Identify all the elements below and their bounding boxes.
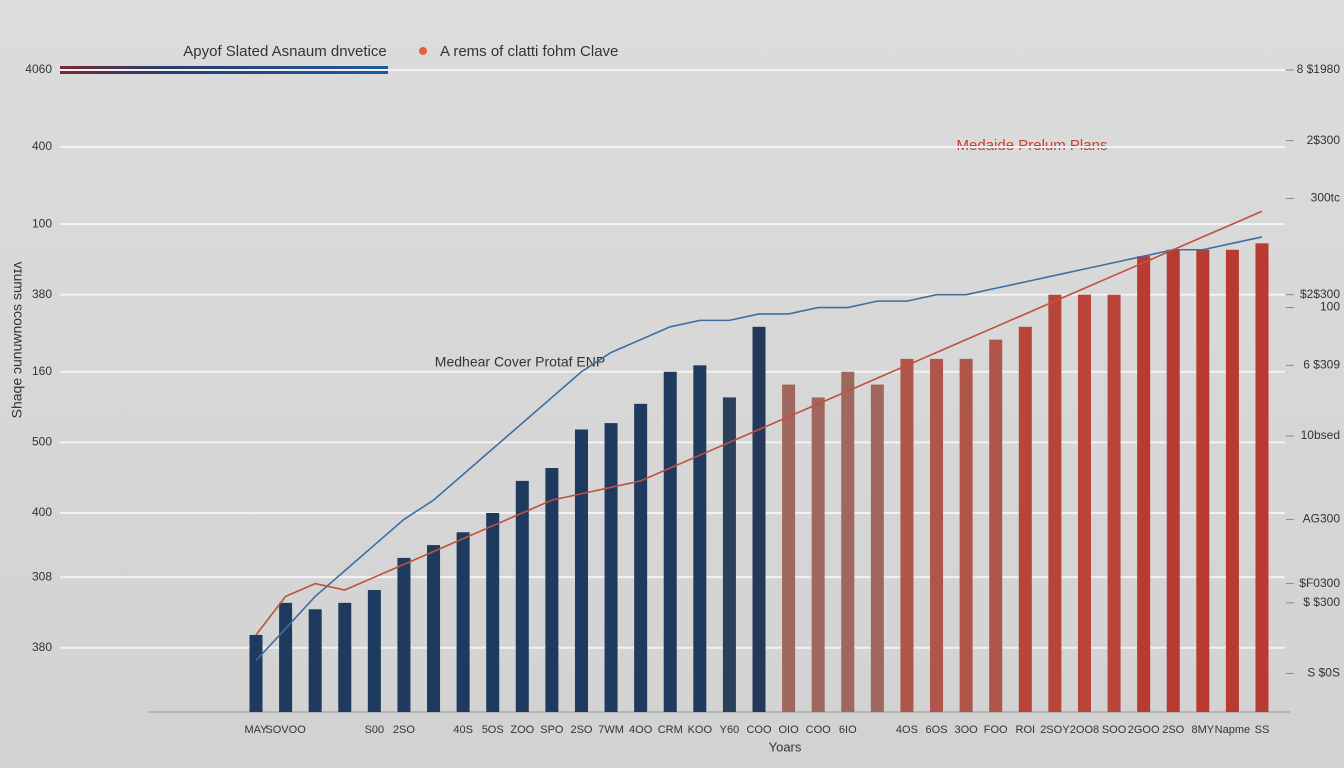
y-tick-label: 160: [32, 364, 52, 378]
y-tick-label: 4060: [25, 62, 52, 76]
y2-tick-label: 100: [1320, 300, 1340, 314]
x-tick-label: OIO: [779, 724, 800, 736]
y2-tick-label: $F0300: [1299, 576, 1340, 590]
y2-tick-label: S $0S: [1307, 666, 1340, 680]
x-tick-label: 6OS: [926, 724, 948, 736]
x-tick-label: 2OO8: [1070, 724, 1099, 736]
x-tick-label: 2SO: [1162, 724, 1184, 736]
x-tick-label: 2SO: [570, 724, 592, 736]
bar: [634, 403, 648, 712]
bar: [1077, 294, 1091, 712]
bar: [1225, 249, 1239, 712]
legend-label: A rems of clatti fohm Clave: [440, 43, 618, 60]
legend-dot: [419, 47, 427, 55]
x-tick-label: ZOO: [510, 724, 534, 736]
line: [255, 236, 1263, 662]
y2-tick-label: 2$300: [1307, 133, 1341, 147]
bar: [841, 371, 855, 712]
y-tick-label: 100: [32, 216, 52, 230]
bar: [456, 532, 470, 712]
x-tick-label: ROI: [1016, 724, 1036, 736]
bar: [604, 423, 618, 712]
bar: [1196, 249, 1210, 712]
bar: [367, 590, 381, 712]
bar: [279, 602, 293, 712]
bar: [989, 339, 1003, 712]
bar: [1137, 256, 1151, 712]
x-tick-label: 2GOO: [1128, 724, 1160, 736]
x-tick-label: 3OO: [955, 724, 979, 736]
x-tick-label: 7WM: [598, 724, 624, 736]
y-tick-label: 308: [32, 569, 52, 583]
bar: [959, 358, 973, 712]
bar: [308, 609, 322, 712]
x-tick-label: FOO: [984, 724, 1008, 736]
x-tick-label: Y60: [720, 724, 740, 736]
bar: [693, 365, 707, 712]
bar: [752, 326, 766, 712]
bar: [515, 480, 529, 712]
bar: [1166, 249, 1180, 712]
bar: [486, 512, 500, 712]
x-tick-label: 5OS: [482, 724, 504, 736]
bar: [249, 634, 263, 712]
bar: [1018, 326, 1032, 712]
x-tick-label: SOVOO: [265, 724, 306, 736]
y2-tick-label: 10bsed: [1301, 428, 1340, 442]
bar: [1048, 294, 1062, 712]
bar: [811, 397, 825, 712]
bar: [397, 557, 411, 712]
bar: [782, 384, 796, 712]
bar: [930, 358, 944, 712]
x-tick-label: Napme: [1215, 724, 1250, 736]
annotation: Medaide Prelum Plans: [957, 137, 1108, 154]
annotation: Medhear Cover Protaf ENP: [435, 354, 605, 370]
y2-tick-label: 8 $1980: [1297, 62, 1341, 76]
x-tick-label: 4OO: [629, 724, 653, 736]
bar: [1255, 243, 1269, 712]
x-tick-label: SS: [1255, 724, 1270, 736]
x-tick-label: 4OS: [896, 724, 918, 736]
bar: [663, 371, 677, 712]
x-tick-label: 40S: [453, 724, 473, 736]
chart-title: Apyof Slated Asnaum dnvetice: [183, 43, 386, 60]
y2-tick-label: $2$300: [1300, 287, 1340, 301]
x-tick-label: SOO: [1102, 724, 1127, 736]
x-tick-label: 6IO: [839, 724, 857, 736]
y2-tick-label: AG300: [1303, 512, 1341, 526]
y2-tick-label: 300tc: [1311, 191, 1340, 205]
bar: [900, 358, 914, 712]
x-axis-label: Yoars: [769, 739, 802, 754]
bar: [574, 429, 588, 712]
y-tick-label: 400: [32, 505, 52, 519]
x-tick-label: COO: [746, 724, 772, 736]
y2-tick-label: $ $300: [1303, 595, 1340, 609]
x-tick-label: MAY: [244, 724, 268, 736]
bar: [722, 397, 736, 712]
bar: [870, 384, 884, 712]
y-tick-label: 400: [32, 139, 52, 153]
x-tick-label: COO: [806, 724, 832, 736]
x-tick-label: SPO: [540, 724, 564, 736]
bar: [1107, 294, 1121, 712]
x-tick-label: KOO: [688, 724, 713, 736]
y-tick-label: 380: [32, 287, 52, 301]
y-axis-label: Shaqe ɔunuwnoɔs sɯnɪʌ: [9, 262, 25, 419]
bar: [427, 545, 441, 712]
bar: [545, 468, 559, 712]
bar: [338, 602, 352, 712]
x-tick-label: 2SO: [393, 724, 415, 736]
x-tick-label: 2SOY: [1040, 724, 1070, 736]
y-tick-label: 380: [32, 640, 52, 654]
line: [255, 210, 1263, 636]
x-tick-label: CRM: [658, 724, 683, 736]
x-tick-label: 8MY: [1192, 724, 1215, 736]
y-tick-label: 500: [32, 435, 52, 449]
y2-tick-label: 6 $309: [1303, 357, 1340, 371]
x-tick-label: S00: [365, 724, 385, 736]
